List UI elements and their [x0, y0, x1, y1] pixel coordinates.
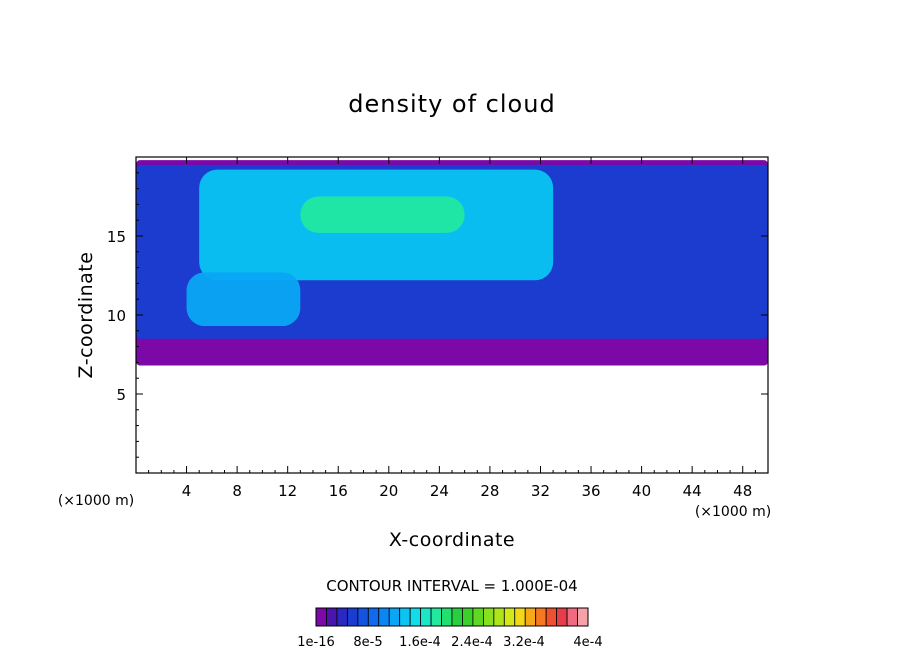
y-tick-label: 15: [107, 228, 126, 246]
colorbar-label: 1e-16: [297, 635, 335, 650]
y-axis-label: Z-coordinate: [75, 252, 97, 379]
colorbar-swatch: [336, 607, 348, 627]
x-tick-label: 16: [329, 482, 348, 500]
colorbar-swatch: [503, 607, 516, 627]
x-tick-label: 32: [531, 482, 550, 500]
colorbar-swatch: [577, 607, 589, 627]
y-unit-label: (×1000 m): [58, 493, 134, 509]
colorbar-swatch: [556, 607, 568, 627]
colorbar-swatch: [378, 607, 390, 627]
colorbar-swatch: [315, 607, 327, 627]
colorbar-swatch: [535, 607, 547, 627]
colorbar-label: 3.2e-4: [503, 635, 545, 650]
colorbar-swatch: [430, 607, 442, 627]
colorbar-swatch: [357, 607, 369, 627]
colorbar-swatch: [441, 607, 453, 627]
colorbar-label: 1.6e-4: [399, 635, 441, 650]
x-tick-label: 20: [379, 482, 398, 500]
y-tick-label: 5: [116, 386, 126, 404]
colorbar-swatch: [388, 607, 401, 627]
colorbar: [315, 607, 589, 627]
colorbar-label: 2.4e-4: [451, 635, 493, 650]
x-tick-label: 4: [182, 482, 192, 500]
colorbar-swatch: [566, 607, 578, 627]
colorbar-swatch: [493, 607, 505, 627]
colorbar-swatch: [451, 607, 463, 627]
chart-title: density of cloud: [348, 90, 555, 118]
colorbar-labels: 1e-16 8e-5 1.6e-4 2.4e-4 3.2e-4 4e-4: [297, 635, 602, 650]
colorbar-swatch: [326, 607, 338, 627]
x-tick-label: 8: [232, 482, 242, 500]
colorbar-swatch: [472, 607, 484, 627]
colorbar-swatch: [545, 607, 558, 627]
x-tick-label: 24: [430, 482, 449, 500]
colorbar-swatch: [420, 607, 432, 627]
colorbar-swatch: [482, 607, 495, 627]
contour-interval-text: CONTOUR INTERVAL = 1.000E-04: [326, 577, 577, 595]
x-tick-label: 44: [683, 482, 702, 500]
y-tick-label: 10: [107, 307, 126, 325]
x-tick-label: 12: [278, 482, 297, 500]
contour-region-3: [300, 196, 465, 233]
colorbar-swatch: [367, 607, 380, 627]
colorbar-label: 8e-5: [353, 635, 382, 650]
x-unit-label: (×1000 m): [695, 504, 771, 520]
x-tick-label: 28: [480, 482, 499, 500]
x-tick-label: 48: [733, 482, 752, 500]
colorbar-swatch: [346, 607, 359, 627]
colorbar-swatch: [524, 607, 537, 627]
colorbar-swatch: [514, 607, 526, 627]
colorbar-frame: [315, 607, 589, 627]
contour-region-4: [186, 272, 301, 327]
colorbar-swatch: [409, 607, 422, 627]
x-tick-label: 36: [581, 482, 600, 500]
x-tick-label: 40: [632, 482, 651, 500]
colorbar-swatch: [462, 607, 474, 627]
colorbar-swatch: [399, 607, 411, 627]
x-axis-label: X-coordinate: [389, 529, 515, 551]
colorbar-label: 4e-4: [573, 635, 602, 650]
